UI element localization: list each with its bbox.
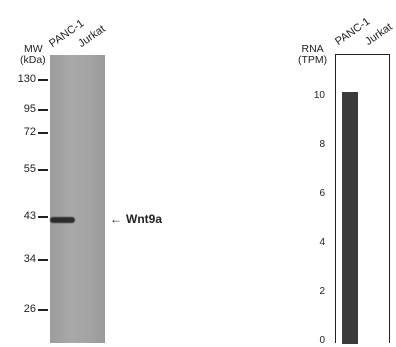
rna-header-line1: RNA xyxy=(301,43,324,55)
rna-header-line2: (TPM) xyxy=(298,54,328,66)
mw-header-line1: MW xyxy=(24,43,43,55)
rna-plot-frame xyxy=(335,54,390,344)
rna-y-tick-label: 4 xyxy=(319,237,325,248)
rna-header: RNA (TPM) xyxy=(298,44,327,66)
rna-y-tick-label: 2 xyxy=(319,286,325,297)
mw-tick xyxy=(38,309,48,311)
mw-marker-55: 55 xyxy=(0,163,50,175)
mw-marker-label: 26 xyxy=(23,303,36,315)
mw-header: MW (kDa) xyxy=(20,44,46,66)
mw-marker-label: 34 xyxy=(23,253,36,265)
rna-y-tick-label: 10 xyxy=(313,90,325,101)
target-annotation: ← Wnt9a xyxy=(110,212,162,226)
mw-tick xyxy=(38,79,48,81)
mw-tick xyxy=(38,132,48,134)
mw-marker-label: 43 xyxy=(23,210,36,222)
rna-bar-panc1 xyxy=(342,92,358,344)
mw-tick xyxy=(38,109,48,111)
mw-marker-95: 95 xyxy=(0,103,50,115)
target-label: Wnt9a xyxy=(126,212,162,226)
mw-marker-72: 72 xyxy=(0,126,50,138)
mw-marker-label: 95 xyxy=(23,103,36,115)
mw-tick xyxy=(38,169,48,171)
mw-marker-34: 34 xyxy=(0,253,50,265)
mw-marker-43: 43 xyxy=(0,210,50,222)
blot-membrane xyxy=(50,55,105,343)
mw-marker-130: 130 xyxy=(0,73,50,85)
left-arrow-icon: ← xyxy=(110,212,122,226)
mw-tick xyxy=(38,216,48,218)
mw-marker-label: 130 xyxy=(17,73,36,85)
rna-y-tick-label: 0 xyxy=(319,335,325,346)
mw-header-line2: (kDa) xyxy=(20,54,46,66)
rna-y-tick-label: 6 xyxy=(319,188,325,199)
mw-marker-label: 72 xyxy=(23,126,36,138)
rna-y-tick-label: 8 xyxy=(319,139,325,150)
mw-marker-label: 55 xyxy=(23,163,36,175)
mw-marker-26: 26 xyxy=(0,303,50,315)
mw-tick xyxy=(38,259,48,261)
wnt9a-band-panc1 xyxy=(50,217,75,223)
